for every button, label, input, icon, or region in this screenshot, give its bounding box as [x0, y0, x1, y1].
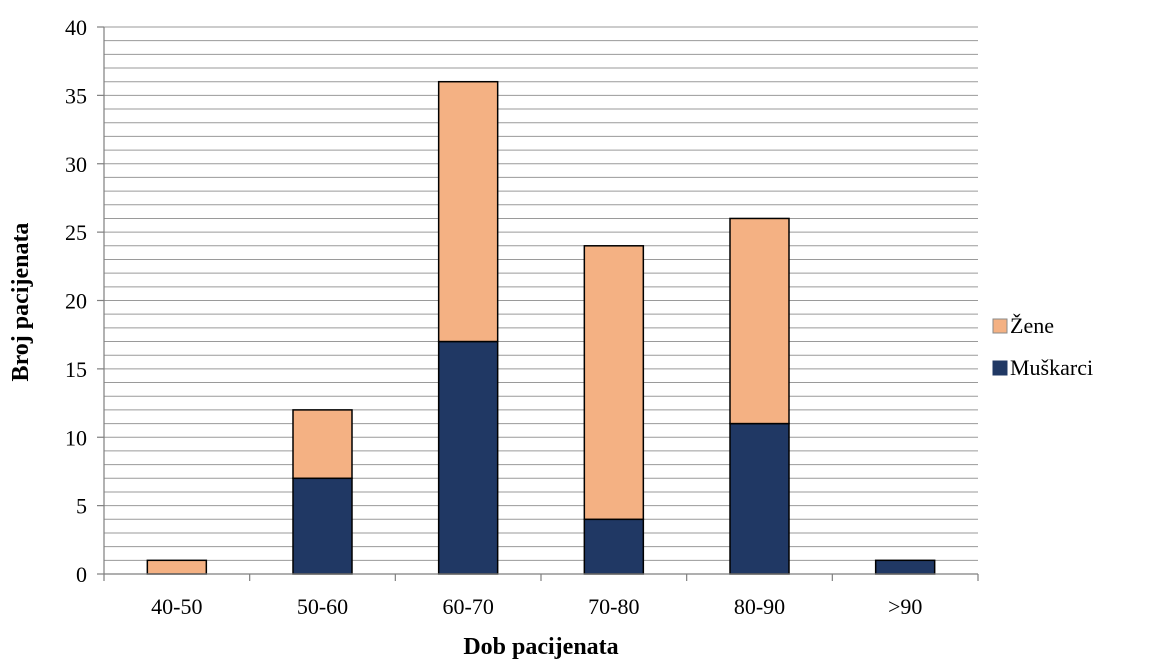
y-tick-label: 15	[65, 357, 87, 382]
y-tick-label: 5	[76, 494, 87, 519]
x-tick-label: >90	[888, 594, 922, 619]
gridlines	[104, 26, 978, 561]
x-tick-label: 50-60	[297, 594, 348, 619]
legend-swatch	[992, 360, 1008, 376]
y-tick-label: 35	[65, 83, 87, 108]
legend-label: Muškarci	[1010, 355, 1093, 380]
x-tick-labels: 40-50 50-60 60-70 70-80 80-90 >90	[151, 594, 922, 619]
x-tick-label: 70-80	[588, 594, 639, 619]
bar-segment	[583, 518, 645, 575]
y-tick-label: 30	[65, 152, 87, 177]
bar-segment	[729, 422, 790, 575]
bar-segment	[146, 559, 208, 575]
y-tick-label: 10	[65, 425, 87, 450]
y-tick-label: 0	[76, 562, 87, 587]
legend-swatch	[992, 318, 1008, 334]
y-axis-title: Broj pacijenata	[8, 223, 34, 382]
legend: Žene Muškarci	[992, 313, 1093, 380]
x-tick-label: 60-70	[443, 594, 494, 619]
x-tick-label: 80-90	[734, 594, 785, 619]
bar-segment	[292, 409, 353, 480]
axes	[97, 26, 979, 581]
legend-label: Žene	[1010, 313, 1054, 338]
bars	[146, 80, 936, 575]
x-axis-title: Dob pacijenata	[463, 634, 618, 660]
y-tick-label: 40	[65, 15, 87, 40]
bar-segment	[583, 245, 645, 521]
y-tick-label: 20	[65, 289, 87, 314]
y-tick-label: 25	[65, 220, 87, 245]
bar-segment	[874, 559, 936, 575]
bar-segment	[437, 80, 499, 343]
y-tick-labels: 0 5 10 15 20 25 30 35 40	[65, 15, 87, 587]
bar-segment	[292, 477, 353, 575]
x-tick-label: 40-50	[151, 594, 202, 619]
bar-segment	[437, 340, 499, 575]
bar-segment	[729, 217, 790, 425]
